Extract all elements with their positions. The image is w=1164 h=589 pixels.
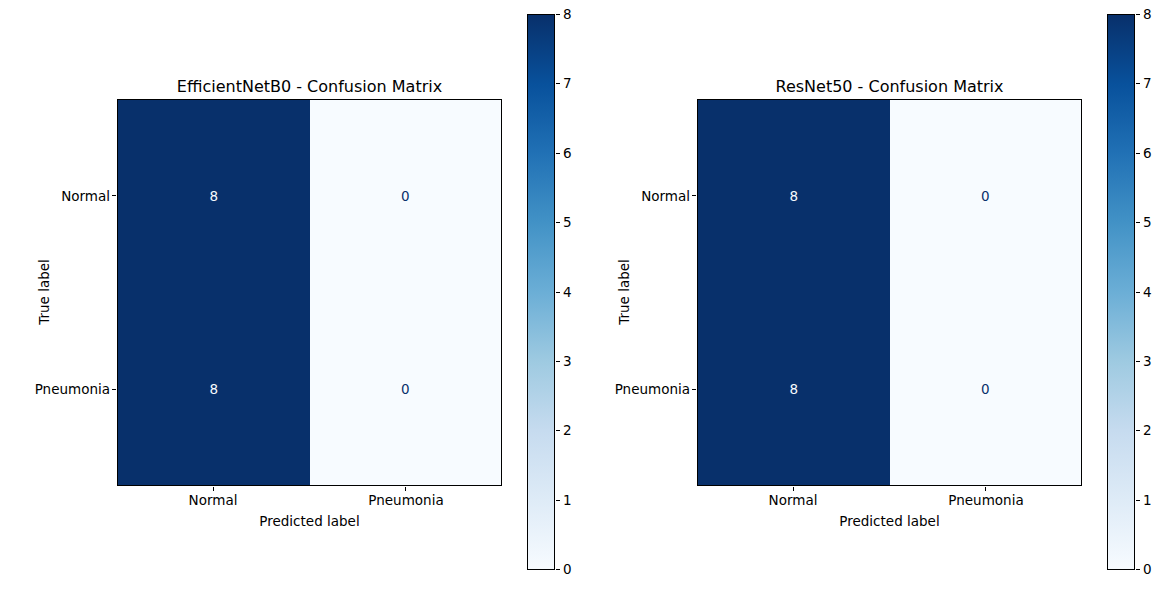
cell-value: 0: [401, 188, 410, 204]
colorbar-tick-label: 8: [563, 6, 572, 22]
heatmap-axes: 8 0 8 0: [117, 99, 502, 486]
colorbar-tick-mark: [556, 361, 560, 362]
colorbar-tick-mark: [556, 569, 560, 570]
colorbar-tick-mark: [1136, 430, 1140, 431]
colorbar-tick-mark: [1136, 292, 1140, 293]
x-tick-label-pneumonia: Pneumonia: [346, 492, 466, 508]
colorbar-tick-mark: [1136, 569, 1140, 570]
colorbar-tick-label: 3: [563, 353, 572, 369]
colorbar-tick-label: 6: [1143, 145, 1152, 161]
colorbar-tick-mark: [556, 500, 560, 501]
colorbar-tick-mark: [556, 292, 560, 293]
colorbar-tick-label: 4: [563, 284, 572, 300]
chart-title: ResNet50 - Confusion Matrix: [697, 77, 1082, 96]
y-axis-label: True label: [36, 259, 52, 325]
x-tick-mark: [793, 487, 794, 491]
confusion-matrix-figure: EfficientNetB0 - Confusion Matrix True l…: [0, 0, 1164, 589]
cell-value: 8: [209, 381, 218, 397]
colorbar-tick-label: 1: [563, 492, 572, 508]
cell-value: 8: [789, 188, 798, 204]
panel-resnet50: ResNet50 - Confusion Matrix True label N…: [580, 0, 1164, 589]
colorbar-tick-mark: [1136, 153, 1140, 154]
colorbar-tick-mark: [556, 430, 560, 431]
heatmap-cell-true-pneumonia-pred-pneumonia: 0: [310, 293, 502, 486]
y-axis-label: True label: [616, 259, 632, 325]
colorbar-tick-label: 7: [1143, 75, 1152, 91]
y-tick-label-normal: Normal: [580, 188, 690, 204]
colorbar-tick-label: 2: [563, 422, 572, 438]
heatmap-cell-true-normal-pred-normal: 8: [118, 100, 310, 293]
heatmap-cell-true-normal-pred-pneumonia: 0: [310, 100, 502, 293]
chart-title: EfficientNetB0 - Confusion Matrix: [117, 77, 502, 96]
colorbar-tick-mark: [556, 222, 560, 223]
colorbar-tick-mark: [556, 153, 560, 154]
y-tick-mark: [112, 389, 116, 390]
colorbar-tick-label: 0: [1143, 561, 1152, 577]
colorbar-tick-label: 4: [1143, 284, 1152, 300]
x-tick-mark: [213, 487, 214, 491]
x-tick-label-pneumonia: Pneumonia: [926, 492, 1046, 508]
heatmap-cell-true-pneumonia-pred-normal: 8: [698, 293, 890, 486]
colorbar-tick-mark: [1136, 500, 1140, 501]
y-tick-mark: [112, 195, 116, 196]
cell-value: 0: [401, 381, 410, 397]
colorbar-tick-mark: [1136, 361, 1140, 362]
y-tick-label-pneumonia: Pneumonia: [580, 381, 690, 397]
colorbar-gradient: [527, 14, 555, 570]
y-tick-label-normal: Normal: [0, 188, 110, 204]
colorbar-tick-label: 5: [563, 214, 572, 230]
colorbar-tick-label: 7: [563, 75, 572, 91]
colorbar-tick-mark: [556, 14, 560, 15]
colorbar-tick-label: 8: [1143, 6, 1152, 22]
colorbar-tick-mark: [556, 83, 560, 84]
x-tick-mark: [405, 487, 406, 491]
x-axis-label: Predicted label: [117, 513, 502, 529]
cell-value: 0: [981, 381, 990, 397]
colorbar-tick-label: 1: [1143, 492, 1152, 508]
heatmap-cell-true-pneumonia-pred-normal: 8: [118, 293, 310, 486]
colorbar-tick-mark: [1136, 222, 1140, 223]
x-axis-label: Predicted label: [697, 513, 1082, 529]
y-tick-mark: [692, 389, 696, 390]
colorbar-tick-mark: [1136, 83, 1140, 84]
x-tick-label-normal: Normal: [733, 492, 853, 508]
y-tick-mark: [692, 195, 696, 196]
colorbar-tick-mark: [1136, 14, 1140, 15]
colorbar-tick-label: 0: [563, 561, 572, 577]
colorbar-gradient: [1107, 14, 1135, 570]
panel-efficientnetb0: EfficientNetB0 - Confusion Matrix True l…: [0, 0, 584, 589]
colorbar-tick-label: 5: [1143, 214, 1152, 230]
x-tick-label-normal: Normal: [153, 492, 273, 508]
cell-value: 8: [209, 188, 218, 204]
y-tick-label-pneumonia: Pneumonia: [0, 381, 110, 397]
colorbar-tick-label: 2: [1143, 422, 1152, 438]
colorbar-tick-label: 6: [563, 145, 572, 161]
heatmap-cell-true-normal-pred-normal: 8: [698, 100, 890, 293]
colorbar-tick-label: 3: [1143, 353, 1152, 369]
heatmap-cell-true-normal-pred-pneumonia: 0: [890, 100, 1082, 293]
cell-value: 0: [981, 188, 990, 204]
heatmap-axes: 8 0 8 0: [697, 99, 1082, 486]
cell-value: 8: [789, 381, 798, 397]
heatmap-cell-true-pneumonia-pred-pneumonia: 0: [890, 293, 1082, 486]
x-tick-mark: [985, 487, 986, 491]
